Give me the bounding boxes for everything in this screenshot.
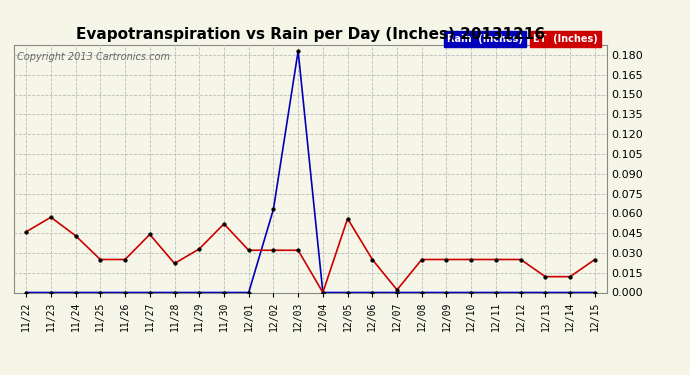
Title: Evapotranspiration vs Rain per Day (Inches) 20131216: Evapotranspiration vs Rain per Day (Inch… bbox=[76, 27, 545, 42]
Text: Copyright 2013 Cartronics.com: Copyright 2013 Cartronics.com bbox=[17, 53, 170, 62]
Text: Rain  (Inches): Rain (Inches) bbox=[447, 34, 523, 44]
Text: ET  (Inches): ET (Inches) bbox=[533, 34, 598, 44]
